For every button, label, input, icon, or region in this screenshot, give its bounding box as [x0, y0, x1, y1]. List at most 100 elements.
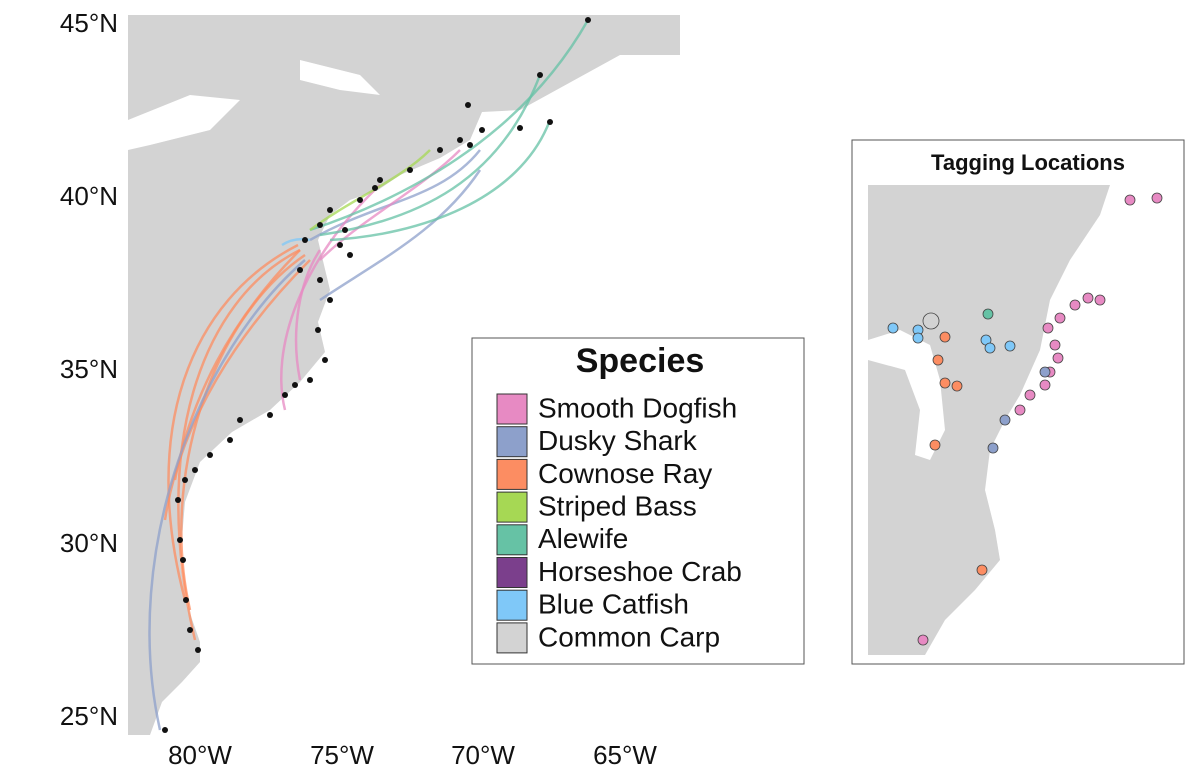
tagging-point — [1082, 292, 1094, 304]
tagging-point — [922, 312, 940, 330]
detection-dot — [317, 222, 323, 228]
detection-dot — [337, 242, 343, 248]
detections — [162, 17, 591, 733]
legend-swatch — [496, 491, 528, 523]
tagging-point — [1004, 340, 1016, 352]
detection-dot — [465, 102, 471, 108]
tagging-point — [1054, 312, 1066, 324]
detection-dot — [467, 142, 473, 148]
tagging-point — [1024, 389, 1036, 401]
detection-dot — [180, 557, 186, 563]
tagging-point — [1039, 379, 1051, 391]
detection-dot — [237, 417, 243, 423]
y-axis-label: 30°N — [60, 528, 118, 558]
legend-label: Horseshoe Crab — [538, 556, 742, 587]
tagging-point — [912, 332, 924, 344]
detection-dot — [177, 537, 183, 543]
detection-dot — [315, 327, 321, 333]
y-axis-label: 40°N — [60, 181, 118, 211]
legend-swatch — [496, 557, 528, 588]
detection-dot — [317, 277, 323, 283]
legend-label: Alewife — [538, 523, 628, 554]
inset-map: Tagging Locations — [851, 139, 1185, 665]
track — [309, 19, 590, 232]
tagging-point — [1124, 194, 1136, 206]
legend-swatch — [496, 589, 528, 621]
tagging-point — [1039, 366, 1051, 378]
tagging-point — [917, 634, 929, 646]
tagging-point — [1014, 404, 1026, 416]
tagging-point — [932, 354, 944, 366]
legend-swatch — [496, 524, 528, 556]
y-axis-label: 25°N — [60, 701, 118, 731]
track — [319, 149, 461, 261]
tracks — [148, 19, 590, 731]
x-axis-label: 65°W — [593, 740, 657, 770]
track — [163, 259, 311, 521]
detection-dot — [322, 357, 328, 363]
detection-dot — [437, 147, 443, 153]
detection-dot — [187, 627, 193, 633]
tagging-point — [984, 342, 996, 354]
tagging-point — [987, 442, 999, 454]
detection-dot — [183, 597, 189, 603]
legend-swatch — [496, 426, 528, 458]
tagging-point — [1052, 352, 1064, 364]
x-axis-label: 80°W — [168, 740, 232, 770]
tagging-point — [999, 414, 1011, 426]
track — [329, 119, 552, 242]
tagging-point — [1069, 299, 1081, 311]
x-axis-label: 70°W — [451, 740, 515, 770]
detection-dot — [267, 412, 273, 418]
legend-swatch — [496, 622, 528, 654]
detection-dot — [327, 207, 333, 213]
detection-dot — [585, 17, 591, 23]
y-axis-label: 35°N — [60, 354, 118, 384]
track — [148, 259, 306, 731]
detection-dot — [292, 382, 298, 388]
track — [319, 74, 542, 237]
inset-land — [868, 185, 1110, 655]
legend-swatch — [496, 393, 528, 425]
detection-dot — [282, 392, 288, 398]
track — [319, 169, 482, 302]
detection-dot — [207, 452, 213, 458]
detection-dot — [479, 127, 485, 133]
legend-label: Smooth Dogfish — [538, 392, 737, 423]
detection-dot — [327, 297, 333, 303]
track — [294, 249, 322, 381]
legend-swatch — [496, 458, 528, 490]
detection-dot — [307, 377, 313, 383]
detection-dot — [517, 125, 523, 131]
legend-label: Blue Catfish — [538, 589, 689, 620]
tagging-point — [976, 564, 988, 576]
detection-dot — [547, 119, 553, 125]
lake — [300, 60, 380, 95]
legend-title: Species — [576, 342, 705, 380]
x-axis-label: 75°W — [310, 740, 374, 770]
y-axis-label: 45°N — [60, 8, 118, 38]
inset-bay — [868, 330, 945, 460]
tagging-point — [1094, 294, 1106, 306]
tagging-point — [951, 380, 963, 392]
detection-dot — [297, 267, 303, 273]
detection-dot — [357, 197, 363, 203]
tagging-point — [887, 322, 899, 334]
detection-dot — [192, 467, 198, 473]
track — [309, 149, 481, 242]
legend-label: Striped Bass — [538, 490, 697, 521]
detection-dot — [457, 137, 463, 143]
land — [128, 15, 680, 735]
tagging-point — [939, 331, 951, 343]
tagging-point — [1042, 322, 1054, 334]
detection-dot — [162, 727, 168, 733]
detection-dot — [347, 252, 353, 258]
detection-dot — [175, 497, 181, 503]
tagging-point — [929, 439, 941, 451]
legend-label: Dusky Shark — [538, 425, 698, 456]
track — [167, 243, 299, 601]
detection-dot — [537, 72, 543, 78]
legend-label: Cownose Ray — [538, 458, 712, 489]
inset-title: Tagging Locations — [931, 150, 1125, 175]
